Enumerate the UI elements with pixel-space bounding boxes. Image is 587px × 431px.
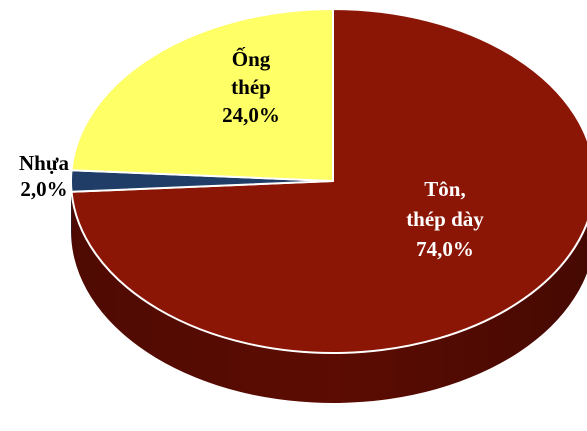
pie-slice-side-shade-0: [71, 191, 587, 403]
pie-slice-label-0-line-2: 74,0%: [416, 237, 474, 261]
pie-slice-label-2-line-2: 24,0%: [222, 103, 280, 127]
pie-slice-label-1-line-0: Nhựa: [19, 151, 69, 175]
pie-slice-label-2-line-0: Ống: [232, 47, 271, 71]
pie-slice-label-1-line-1: 2,0%: [20, 177, 67, 201]
pie-slice-2: [70, 8, 334, 182]
pie-slice-label-2-line-1: thép: [231, 75, 271, 99]
pie-slice-label-0: Tôn, thép dày 74,0%: [406, 177, 484, 261]
pie-slice-label-0-line-0: Tôn,: [424, 177, 465, 201]
pie-label-layer: Tôn, thép dày 74,0% Nhựa 2,0% Ống thép 24,0%: [19, 47, 484, 261]
pie-slice-label-0-line-1: thép dày: [406, 207, 484, 231]
pie-slice-label-1: Nhựa 2,0%: [19, 151, 69, 201]
pie-top-layer: [70, 8, 587, 354]
pie-slice-label-2: Ống thép 24,0%: [222, 47, 280, 127]
pie-slice-0: [70, 8, 587, 354]
